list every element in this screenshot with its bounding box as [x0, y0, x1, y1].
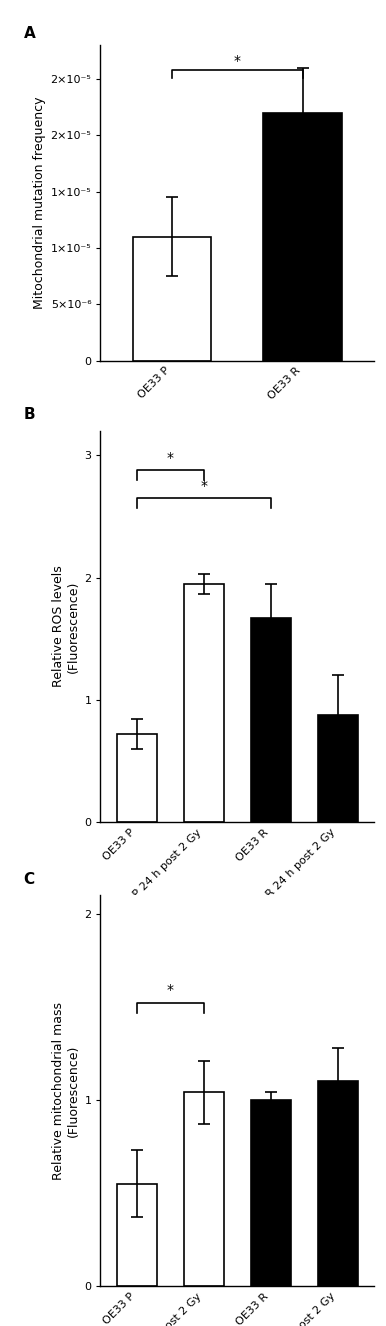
Y-axis label: Mitochondrial mutation frequency: Mitochondrial mutation frequency [34, 97, 46, 309]
Bar [117, 735, 157, 822]
Bar [264, 113, 342, 361]
Bar [318, 715, 358, 822]
Bar [184, 583, 224, 822]
Y-axis label: Relative ROS levels
(Fluorescence): Relative ROS levels (Fluorescence) [52, 566, 80, 687]
Text: *: * [234, 54, 241, 68]
Bar [133, 236, 211, 361]
Text: B: B [24, 407, 35, 423]
Text: C: C [24, 871, 35, 887]
Bar [318, 1081, 358, 1286]
Bar [251, 1101, 291, 1286]
Text: *: * [167, 984, 174, 997]
Text: A: A [24, 27, 36, 41]
Bar [251, 618, 291, 822]
Text: *: * [167, 451, 174, 465]
Y-axis label: Relative mitochondrial mass
(Fluorescence): Relative mitochondrial mass (Fluorescenc… [52, 1001, 80, 1180]
Bar [184, 1093, 224, 1286]
Text: *: * [200, 479, 207, 493]
Bar [117, 1184, 157, 1286]
